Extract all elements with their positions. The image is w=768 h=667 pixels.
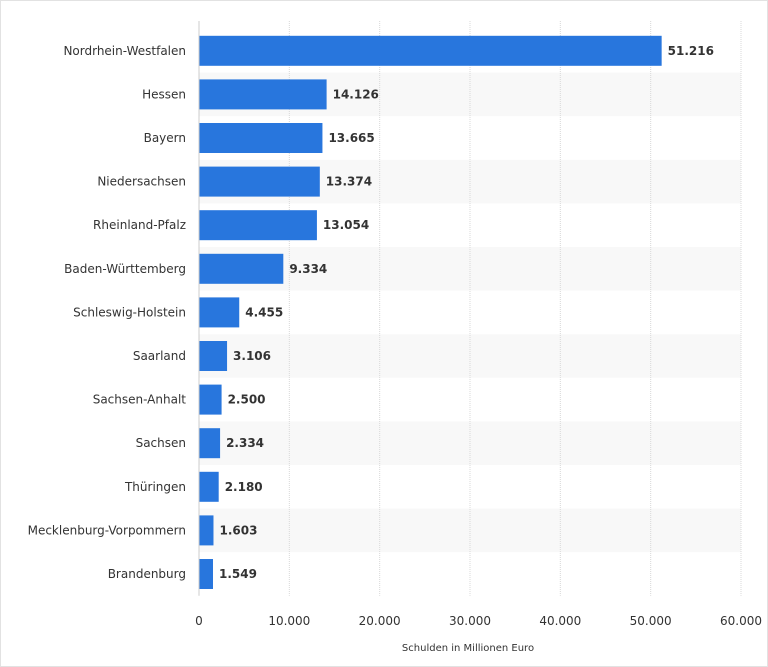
value-label: 1.603 (219, 523, 257, 537)
x-tick-label: 60.000 (720, 614, 762, 628)
bar[interactable] (199, 559, 213, 589)
category-label: Nordrhein-Westfalen (63, 44, 186, 58)
x-tick-label: 20.000 (359, 614, 401, 628)
value-label: 14.126 (333, 87, 379, 101)
value-label: 13.374 (326, 175, 372, 189)
x-axis-title: Schulden in Millionen Euro (402, 643, 534, 654)
bar[interactable] (199, 384, 222, 415)
value-label: 3.106 (233, 349, 271, 363)
category-label: Baden-Württemberg (64, 262, 186, 276)
x-tick-label: 0 (195, 614, 203, 628)
category-label: Saarland (133, 349, 186, 363)
category-label: Brandenburg (108, 567, 186, 581)
x-tick-label: 10.000 (268, 614, 310, 628)
bar[interactable] (199, 166, 320, 197)
category-labels: Nordrhein-Westfalen Hessen Bayern Niedersac… (28, 44, 187, 581)
bar[interactable] (199, 123, 323, 153)
bar[interactable] (199, 297, 240, 328)
bar[interactable] (199, 471, 219, 502)
category-label: Niedersachsen (97, 175, 186, 189)
value-label: 2.180 (225, 480, 263, 494)
value-labels: 51.216 14.126 13.665 13.374 13.054 9.334 4.455… (219, 44, 714, 581)
x-tick-labels: 0 10.000 20.000 30.000 40.000 50.000 60.000 (195, 614, 762, 628)
value-label: 9.334 (289, 262, 327, 276)
bar[interactable] (199, 428, 221, 459)
x-tick-label: 40.000 (539, 614, 581, 628)
bar[interactable] (199, 253, 284, 284)
value-label: 13.665 (328, 131, 374, 145)
x-tick-label: 30.000 (449, 614, 491, 628)
value-label: 4.455 (245, 305, 283, 319)
category-label: Thüringen (124, 480, 186, 494)
value-label: 2.500 (228, 393, 266, 407)
value-label: 51.216 (668, 44, 714, 58)
bar[interactable] (199, 79, 327, 110)
value-label: 13.054 (323, 218, 369, 232)
category-label: Sachsen-Anhalt (93, 393, 187, 407)
bar[interactable] (199, 341, 228, 371)
x-tick-label: 50.000 (630, 614, 672, 628)
value-label: 1.549 (219, 567, 257, 581)
bar[interactable] (199, 35, 662, 66)
category-label: Sachsen (136, 436, 186, 450)
category-label: Bayern (144, 131, 186, 145)
bars (199, 35, 662, 589)
bar[interactable] (199, 210, 317, 241)
category-label: Schleswig-Holstein (73, 305, 186, 319)
bar[interactable] (199, 515, 214, 546)
category-label: Mecklenburg-Vorpommern (28, 523, 186, 537)
category-label: Rheinland-Pfalz (93, 218, 186, 232)
gridlines (288, 21, 742, 596)
category-label: Hessen (142, 87, 186, 101)
value-label: 2.334 (226, 436, 264, 450)
